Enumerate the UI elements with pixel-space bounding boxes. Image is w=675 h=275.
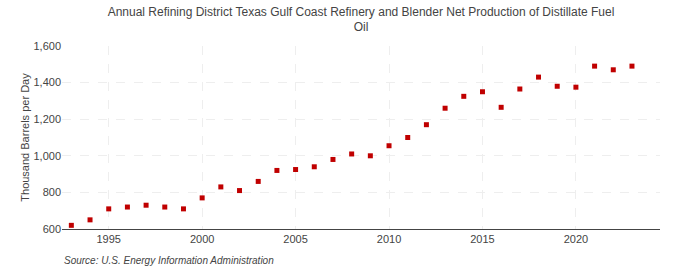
svg-text:Source: U.S. Energy Informatio: Source: U.S. Energy Information Administ… <box>64 255 274 266</box>
svg-text:1,000: 1,000 <box>33 150 61 162</box>
svg-text:800: 800 <box>43 186 61 198</box>
svg-text:2015: 2015 <box>470 233 494 245</box>
svg-text:2005: 2005 <box>283 233 307 245</box>
svg-text:Annual Refining District Texas: Annual Refining District Texas Gulf Coas… <box>108 5 615 35</box>
svg-text:600: 600 <box>43 223 61 235</box>
svg-text:1995: 1995 <box>96 233 120 245</box>
svg-text:2020: 2020 <box>564 233 588 245</box>
svg-text:2000: 2000 <box>190 233 214 245</box>
svg-text:Thousand Barrels per Day: Thousand Barrels per Day <box>19 73 31 202</box>
svg-text:2010: 2010 <box>377 233 401 245</box>
svg-text:1,400: 1,400 <box>33 76 61 88</box>
svg-text:1,600: 1,600 <box>33 40 61 52</box>
svg-text:1,200: 1,200 <box>33 113 61 125</box>
